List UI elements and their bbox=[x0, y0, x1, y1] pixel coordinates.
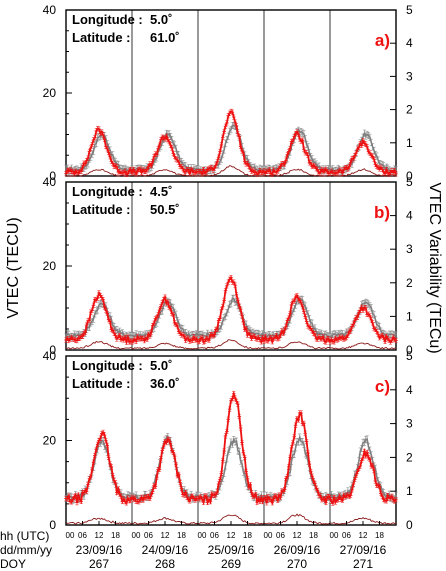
y-tick-label-right: 5 bbox=[406, 175, 413, 189]
panel-label: a) bbox=[375, 31, 390, 50]
y-tick-label-left: 20 bbox=[43, 259, 57, 273]
longitude-label: Longitude : bbox=[72, 12, 143, 27]
y-tick-label-right: 3 bbox=[406, 69, 413, 83]
y-tick-label-right: 0 bbox=[406, 169, 413, 183]
y-tick-label-left: 40 bbox=[43, 3, 57, 17]
y-tick-label-left: 20 bbox=[43, 86, 57, 100]
series-variability bbox=[65, 165, 397, 177]
y-tick-label-left: 20 bbox=[43, 434, 57, 448]
y-tick-label-right: 5 bbox=[406, 3, 413, 17]
latitude-label: Latitude : bbox=[72, 202, 131, 217]
panel-a: 0 20 40 0 1 2 3 4 5 Longitude : 5.0˚ Latitude : 61.0… bbox=[43, 3, 413, 183]
series-red bbox=[64, 108, 398, 177]
series-red bbox=[64, 390, 398, 506]
y-tick-label-right: 4 bbox=[406, 209, 413, 223]
y-tick-label-left: 0 bbox=[49, 169, 56, 183]
longitude-label: Longitude : bbox=[72, 184, 143, 199]
coordinates-box: Longitude : 5.0˚ Latitude : 61.0˚ bbox=[72, 12, 180, 45]
latitude-value: 61.0˚ bbox=[150, 30, 180, 45]
y-tick-label-right: 3 bbox=[406, 242, 413, 256]
y-tick-label-right: 1 bbox=[406, 309, 413, 323]
coordinates-box: Longitude : 4.5˚ Latitude : 50.5˚ bbox=[72, 184, 180, 217]
y-tick-label-right: 5 bbox=[406, 349, 413, 363]
latitude-value: 50.5˚ bbox=[150, 202, 180, 217]
series-line bbox=[65, 339, 397, 350]
series-line bbox=[65, 110, 397, 177]
latitude-label: Latitude : bbox=[72, 30, 131, 45]
series-variability bbox=[65, 339, 397, 350]
y-tick-label-right: 1 bbox=[406, 136, 413, 150]
y-tick-label-right: 2 bbox=[406, 103, 413, 117]
y-tick-label-left: 0 bbox=[49, 518, 56, 532]
series-gray bbox=[64, 433, 398, 504]
longitude-value: 4.5˚ bbox=[150, 184, 172, 199]
panel-b: 0 20 40 0 1 2 3 4 5 Longitude : 4.5˚ Latitude : 50.5… bbox=[43, 175, 413, 357]
y-tick-label-right: 1 bbox=[406, 484, 413, 498]
series-line bbox=[65, 165, 397, 177]
panel-label: b) bbox=[374, 203, 390, 222]
y-tick-label-right: 4 bbox=[406, 36, 413, 50]
y-tick-label-left: 40 bbox=[43, 349, 57, 363]
series-line bbox=[65, 434, 397, 503]
y-tick-label-right: 4 bbox=[406, 383, 413, 397]
y-tick-label-right: 0 bbox=[406, 518, 413, 532]
y-tick-label-right: 0 bbox=[406, 343, 413, 357]
y-tick-label-right: 2 bbox=[406, 450, 413, 464]
longitude-value: 5.0˚ bbox=[150, 12, 172, 27]
y-tick-label-right: 3 bbox=[406, 417, 413, 431]
y-tick-label-left: 40 bbox=[43, 175, 57, 189]
series-red bbox=[64, 274, 398, 346]
series-line bbox=[65, 275, 397, 346]
y-tick-label-left: 0 bbox=[49, 343, 56, 357]
y-tick-label-right: 2 bbox=[406, 276, 413, 290]
